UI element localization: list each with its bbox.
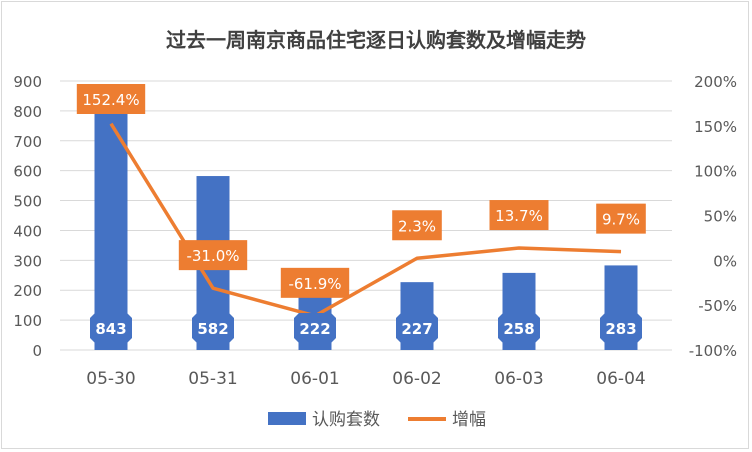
bar (94, 98, 128, 350)
bar-label-box (90, 313, 132, 343)
bar-label-box (192, 313, 234, 343)
x-axis-tick: 05-31 (188, 369, 237, 389)
line-label-box (489, 200, 549, 231)
x-axis-tick: 06-02 (392, 369, 441, 389)
bar-label-box (396, 313, 438, 343)
line-value-label: -61.9% (288, 275, 341, 293)
line-label-box (280, 267, 350, 298)
line-value-label: -31.0% (186, 247, 239, 265)
right-axis-tick: -50% (698, 297, 737, 315)
left-axis-tick: 100 (13, 312, 42, 330)
right-axis-tick: 50% (704, 208, 737, 226)
line-value-label: 2.3% (398, 217, 436, 235)
right-axis-tick: -100% (689, 342, 737, 360)
x-axis-tick: 06-03 (494, 369, 543, 389)
left-axis-tick: 0 (32, 342, 42, 360)
legend-swatch-bar (268, 412, 306, 425)
x-axis-tick: 06-01 (290, 369, 339, 389)
line-label-box (76, 84, 146, 114)
left-axis-tick: 700 (13, 133, 42, 151)
line-label-box (392, 210, 442, 241)
line-label-box (596, 203, 646, 234)
right-axis-tick: 100% (694, 163, 737, 181)
x-axis-tick: 05-30 (86, 369, 135, 389)
x-axis-tick: 06-04 (596, 369, 645, 389)
left-axis-tick: 200 (13, 282, 42, 300)
left-axis-tick: 400 (13, 222, 42, 240)
left-axis-tick: 300 (13, 252, 42, 270)
left-axis-tick: 600 (13, 163, 42, 181)
bar-value-label: 227 (401, 320, 432, 338)
bar-label-box (294, 313, 336, 343)
line-value-label: 13.7% (495, 207, 543, 225)
bar-value-label: 283 (605, 320, 636, 338)
legend-label-line: 增幅 (452, 410, 486, 430)
left-axis-tick: 500 (13, 193, 42, 211)
line-label-box (178, 240, 248, 271)
right-axis-tick: 150% (694, 118, 737, 136)
bar-label-box (600, 313, 642, 343)
bar-value-label: 582 (197, 320, 228, 338)
bar-label-box (498, 313, 540, 343)
left-axis-tick: 900 (13, 73, 42, 91)
chart-title: 过去一周南京商品住宅逐日认购套数及增幅走势 (166, 28, 586, 52)
legend-label-bar: 认购套数 (312, 410, 380, 430)
left-axis-tick: 800 (13, 103, 42, 121)
bar-value-label: 222 (299, 320, 330, 338)
bar-value-label: 843 (95, 320, 126, 338)
right-axis-tick: 200% (694, 73, 737, 91)
line-value-label: 9.7% (602, 211, 640, 229)
right-axis-tick: 0% (713, 252, 737, 270)
bar-value-label: 258 (503, 320, 534, 338)
line-value-label: 152.4% (82, 91, 139, 109)
